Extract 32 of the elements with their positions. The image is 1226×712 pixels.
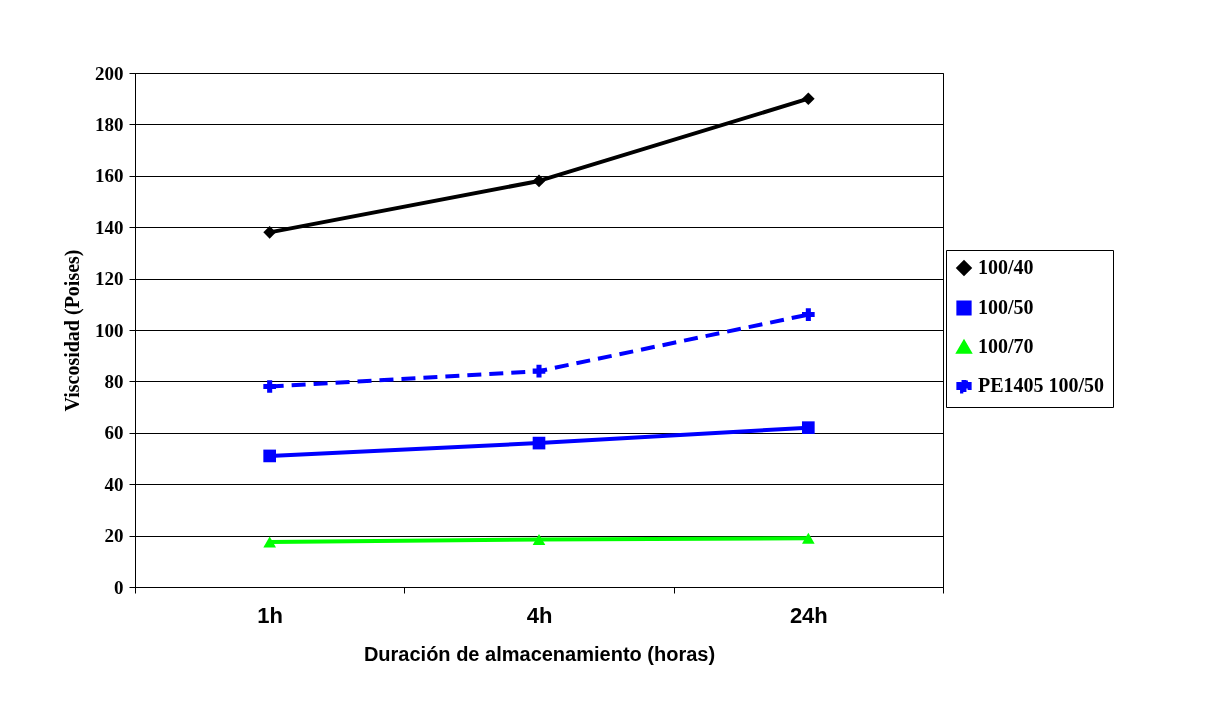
point: [263, 449, 276, 463]
point: [263, 380, 276, 393]
point: [532, 436, 546, 450]
y-tick-label: 60: [104, 422, 124, 444]
point: [263, 226, 276, 239]
y-tick-label: 200: [95, 62, 124, 84]
point: [802, 92, 815, 106]
y-tick-label: 0: [114, 576, 124, 598]
y-tick-label: 100: [95, 319, 124, 341]
legend-label: 100/40: [978, 256, 1034, 278]
point: [532, 533, 546, 545]
point: [532, 174, 546, 188]
x-tick-label: 1h: [257, 602, 284, 628]
y-tick-label: 120: [95, 268, 124, 290]
point: [802, 308, 815, 321]
legend-label: 100/70: [978, 335, 1034, 357]
x-tick-label: 4h: [526, 602, 553, 628]
y-tick-label: 40: [104, 473, 124, 495]
point: [263, 536, 276, 548]
y-tick-label: 80: [104, 370, 124, 392]
x-axis-title: Duración de almacenamiento (horas): [363, 642, 716, 665]
y-tick-label: 140: [95, 216, 124, 238]
y-tick-label: 180: [95, 113, 124, 135]
x-tick-label: 24h: [789, 602, 828, 628]
y-axis-title: Viscosidad (Poises): [61, 249, 84, 412]
point: [802, 421, 815, 434]
point: [802, 532, 815, 544]
y-tick-label: 160: [95, 165, 124, 187]
point: [532, 364, 546, 378]
legend-label: 100/50: [978, 296, 1034, 318]
y-tick-label: 20: [104, 525, 124, 547]
legend-label: PE1405 100/50: [978, 374, 1105, 396]
